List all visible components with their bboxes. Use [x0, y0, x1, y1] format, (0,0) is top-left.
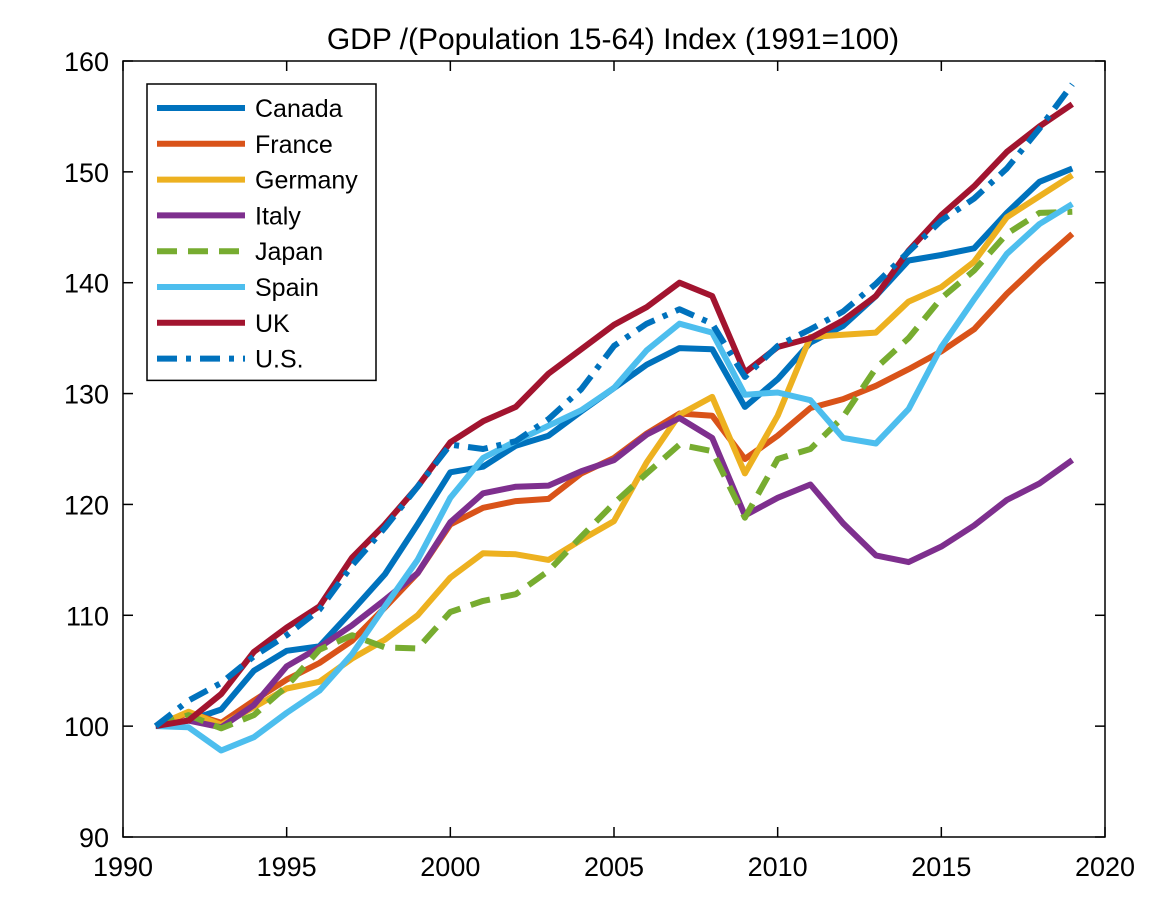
y-tick-label: 130 — [64, 380, 109, 410]
series-line-germany — [154, 172, 1074, 729]
x-tick-label: 2015 — [911, 852, 971, 882]
legend-label: Canada — [255, 95, 343, 123]
axes: 1990 1995 2000 2005 2010 2015 2020 90 100 110 120 1… — [64, 47, 1135, 882]
legend-box — [146, 83, 377, 382]
y-tick-label: 150 — [64, 158, 109, 188]
x-tick-label: 2005 — [584, 852, 644, 882]
legend-label: Spain — [255, 274, 319, 302]
x-tick-label: 2020 — [1075, 852, 1135, 882]
legend-label: Germany — [255, 167, 358, 195]
series-line-us — [153, 82, 1075, 729]
x-tick-label: 1990 — [93, 852, 153, 882]
y-tick-label: 100 — [64, 712, 109, 742]
legend-label: U.S. — [255, 346, 304, 374]
chart-title: GDP /(Population 15-64) Index (1991=100) — [327, 23, 899, 56]
y-tick-label: 120 — [64, 490, 109, 520]
legend-label: Japan — [255, 238, 323, 266]
series-lines — [153, 82, 1075, 754]
y-tick-label: 140 — [64, 269, 109, 299]
x-tick-label: 1995 — [257, 852, 317, 882]
y-tick-label: 110 — [66, 601, 109, 631]
y-tick-label: 160 — [64, 47, 109, 77]
legend: Canada France Germany Italy Japan Spain UK U.S. — [146, 83, 377, 382]
series-line-italy — [155, 415, 1075, 731]
y-tick-label: 90 — [79, 823, 109, 853]
series-line-spain — [155, 201, 1074, 754]
x-tick-label: 2010 — [748, 852, 808, 882]
legend-label: UK — [255, 310, 290, 338]
legend-label: France — [255, 131, 333, 159]
legend-label: Italy — [255, 202, 301, 230]
series-line-uk — [155, 101, 1074, 730]
x-tick-label: 2000 — [420, 852, 480, 882]
